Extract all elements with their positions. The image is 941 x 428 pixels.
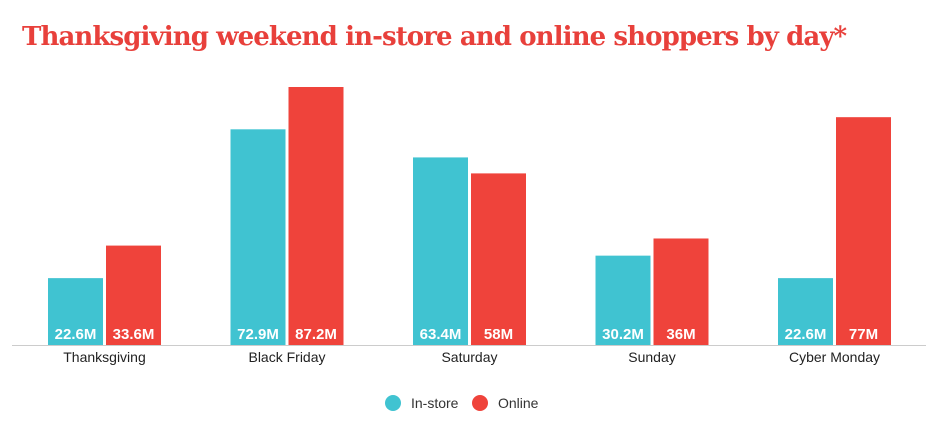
bar-in-store-2 <box>413 157 468 345</box>
category-label: Thanksgiving <box>63 349 146 365</box>
bars-layer: 22.6M 33.6M 72.9M 87.2M 63.4M 58M 30.2M 36M 22.6… <box>48 87 891 346</box>
legend-label-online: Online <box>498 395 539 411</box>
bar-online-3 <box>653 238 709 345</box>
bar-value-label: 58M <box>484 326 513 343</box>
bar-value-label: 36M <box>666 326 695 343</box>
bar-online-2 <box>471 173 526 345</box>
bar-value-label: 30.2M <box>602 326 644 343</box>
category-labels: Thanksgiving Black Friday Saturday Sunday Cy… <box>63 349 880 365</box>
bar-online-4 <box>836 117 891 346</box>
bar-value-label: 87.2M <box>295 326 337 343</box>
bar-value-label: 77M <box>849 326 878 343</box>
bar-online-0 <box>106 245 161 345</box>
category-label: Black Friday <box>248 349 325 365</box>
category-label: Sunday <box>628 349 675 365</box>
bar-value-label: 72.9M <box>237 326 279 343</box>
legend-swatch-online <box>472 395 488 411</box>
category-label: Cyber Monday <box>789 349 880 365</box>
bar-in-store-4 <box>778 278 833 345</box>
legend-label-in-store: In-store <box>411 395 459 411</box>
bar-in-store-3 <box>595 255 651 345</box>
legend-swatch-in-store <box>385 395 401 411</box>
bar-in-store-1 <box>230 129 286 345</box>
bar-value-label: 22.6M <box>785 326 827 343</box>
bar-value-label: 22.6M <box>55 326 97 343</box>
bar-value-label: 63.4M <box>420 326 462 343</box>
chart-title: Thanksgiving weekend in-store and online… <box>22 22 847 52</box>
bar-online-1 <box>288 87 344 345</box>
bar-in-store-0 <box>48 278 103 345</box>
bar-value-label: 33.6M <box>113 326 155 343</box>
category-label: Saturday <box>441 349 497 365</box>
legend: In-store Online <box>385 395 539 411</box>
